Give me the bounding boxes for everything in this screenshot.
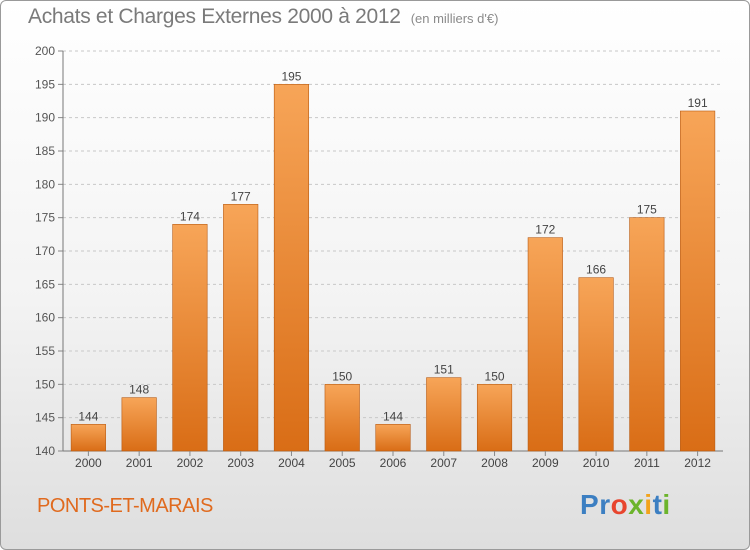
bar-2008: [476, 384, 513, 452]
data-label-2006: 144: [383, 409, 403, 423]
bar-2004: [273, 84, 310, 452]
x-tick-label-2001: 2001: [126, 456, 153, 470]
data-label-2007: 151: [434, 363, 454, 377]
bar-2005: [324, 384, 360, 452]
gridlines: [58, 50, 723, 452]
y-tick-label: 140: [35, 444, 55, 458]
y-tick-labels: 140 145 150 155 160 165 170 175 180 185 190 195 200: [35, 44, 55, 458]
x-tick-label-2009: 2009: [532, 456, 559, 470]
data-label-2008: 150: [485, 369, 505, 383]
bars: [70, 84, 716, 452]
bar-2007: [426, 377, 462, 452]
bar-2002: [172, 224, 208, 452]
x-tick-label-2011: 2011: [634, 456, 660, 470]
chart-title-text: Achats et Charges Externes 2000 à 2012: [28, 5, 401, 28]
data-label-2012: 191: [688, 96, 708, 110]
x-tick-label-2002: 2002: [177, 456, 204, 470]
data-label-2004: 195: [281, 69, 301, 83]
logo-letter: x: [628, 489, 645, 520]
logo-letter: t: [652, 489, 663, 520]
bar-2001: [121, 397, 157, 452]
bar-2011: [629, 217, 665, 452]
logo-letter: i: [662, 489, 671, 520]
y-tick-label: 155: [35, 344, 55, 358]
x-tick-label-2008: 2008: [481, 456, 508, 470]
y-tick-label: 185: [35, 144, 55, 158]
x-tick-label-2003: 2003: [227, 456, 254, 470]
bar-2006: [375, 424, 411, 452]
proxiti-logo: Proxiti: [580, 489, 671, 521]
logo-letter: P: [580, 489, 600, 520]
data-label-2002: 174: [180, 209, 200, 223]
y-tick-label: 175: [35, 211, 55, 225]
x-tick-label-2007: 2007: [430, 456, 457, 470]
x-tick-label-2005: 2005: [329, 456, 356, 470]
y-tick-label: 195: [35, 77, 55, 91]
logo-letter: i: [644, 489, 653, 520]
bar-2012: [680, 110, 716, 452]
y-tick-label: 190: [35, 111, 55, 125]
data-label-2011: 175: [637, 203, 657, 217]
y-tick-label: 180: [35, 177, 55, 191]
chart-subtitle: (en milliers d'€): [410, 11, 499, 26]
x-tick-label-2012: 2012: [684, 456, 711, 470]
logo-letter: r: [599, 489, 611, 520]
x-tick-label-2004: 2004: [278, 456, 305, 470]
bar-2003: [223, 204, 259, 452]
data-label-2000: 144: [78, 409, 98, 423]
x-tick-label-2010: 2010: [583, 456, 610, 470]
y-tick-label: 150: [35, 377, 55, 391]
data-label-2010: 166: [586, 263, 606, 277]
logo-letter: o: [610, 489, 629, 520]
data-label-2003: 177: [231, 189, 251, 203]
data-labels: 144 148 174 177 195 150 144 151 150 172 166 175 191: [78, 69, 708, 423]
x-tick-label-2000: 2000: [75, 456, 102, 470]
commune-name: PONTS-ET-MARAIS: [37, 495, 213, 517]
data-label-2005: 150: [332, 369, 352, 383]
bar-2009: [527, 237, 563, 452]
y-tick-label: 200: [35, 44, 55, 58]
x-tick-label-2006: 2006: [380, 456, 407, 470]
chart-title: Achats et Charges Externes 2000 à 2012 (e…: [28, 5, 498, 29]
y-tick-label: 145: [35, 411, 55, 425]
data-label-2009: 172: [535, 223, 555, 237]
y-tick-label: 165: [35, 277, 55, 291]
y-tick-label: 170: [35, 244, 55, 258]
bar-2000: [70, 424, 106, 452]
x-tick-labels: 2000 2001 2002 2003 2004 2005 2006 2007 2008 2009…: [75, 451, 711, 470]
data-label-2001: 148: [129, 383, 149, 397]
y-tick-label: 160: [35, 311, 55, 325]
bar-2010: [578, 277, 614, 452]
